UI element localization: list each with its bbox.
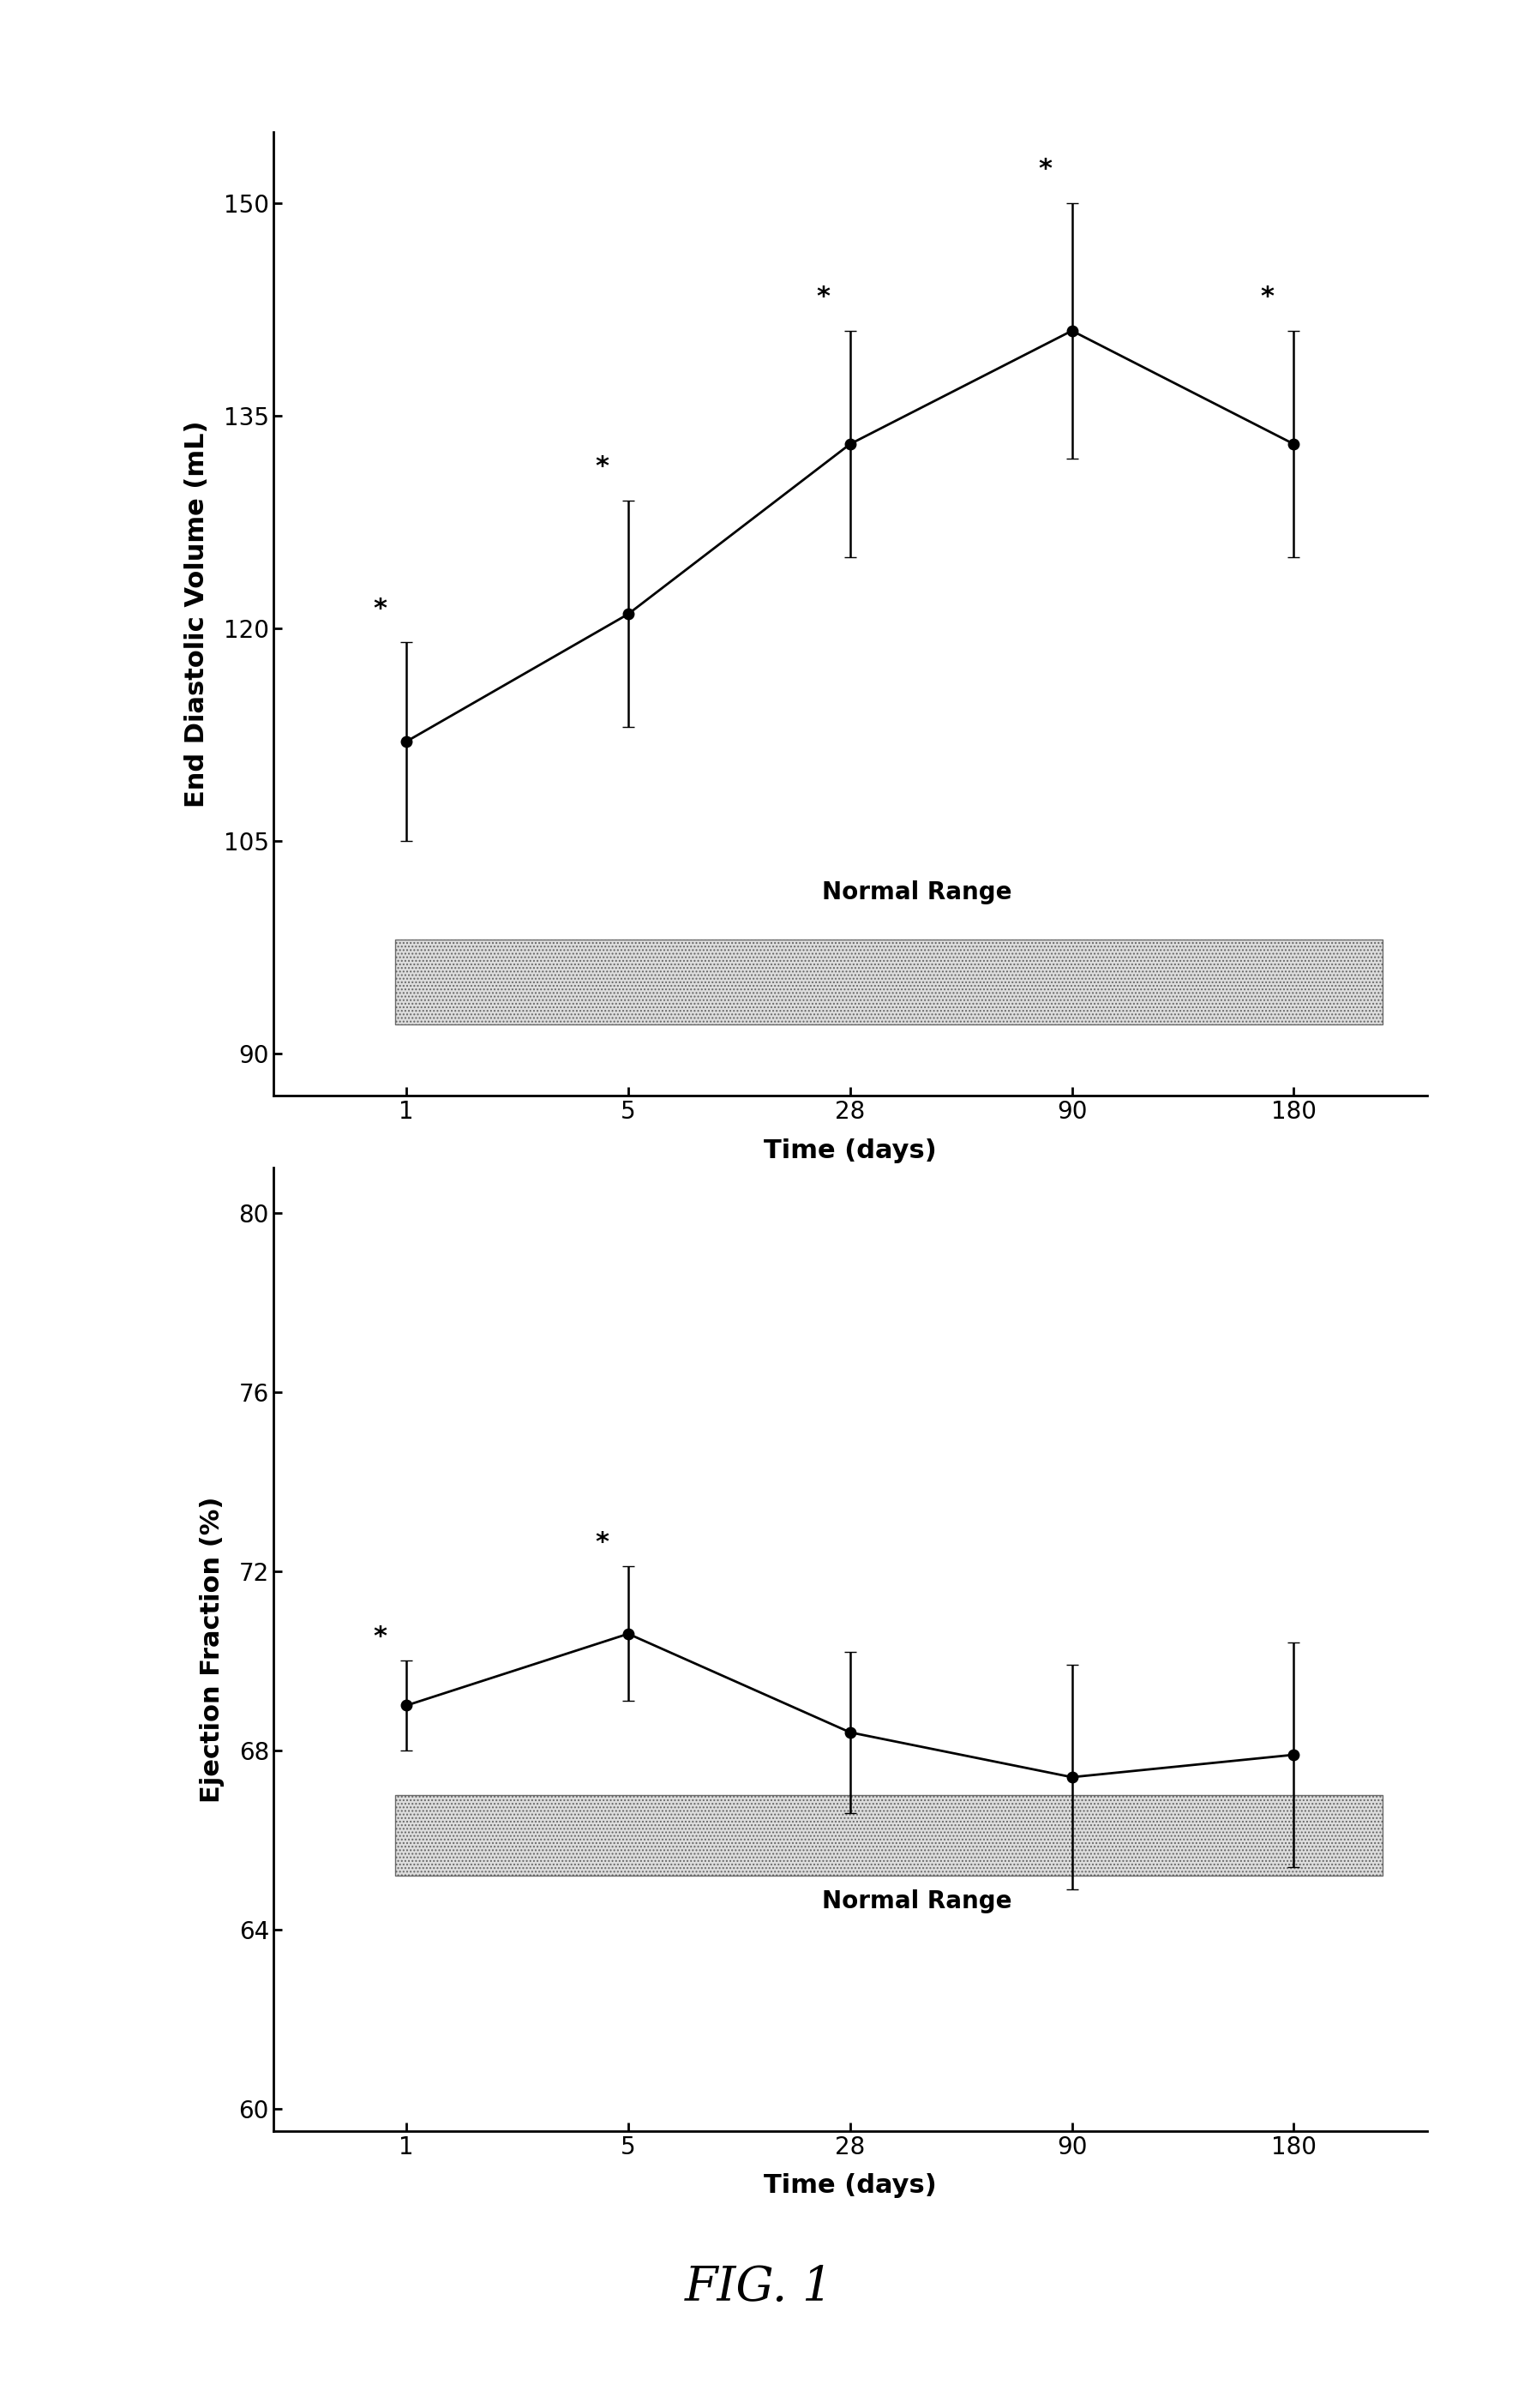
Text: Normal Range: Normal Range (821, 1890, 1011, 1914)
Text: *: * (1260, 284, 1274, 311)
X-axis label: Time (days): Time (days) (764, 1139, 937, 1163)
Text: *: * (373, 1625, 387, 1649)
X-axis label: Time (days): Time (days) (764, 2174, 937, 2199)
Y-axis label: Ejection Fraction (%): Ejection Fraction (%) (199, 1495, 225, 1804)
Text: FIG. 1: FIG. 1 (685, 2264, 833, 2312)
Text: Normal Range: Normal Range (821, 881, 1011, 905)
Y-axis label: End Diastolic Volume (mL): End Diastolic Volume (mL) (185, 421, 209, 807)
Text: *: * (595, 455, 609, 479)
Text: *: * (817, 284, 830, 311)
Text: *: * (373, 597, 387, 621)
Text: *: * (1038, 157, 1052, 183)
Text: *: * (595, 1531, 609, 1556)
